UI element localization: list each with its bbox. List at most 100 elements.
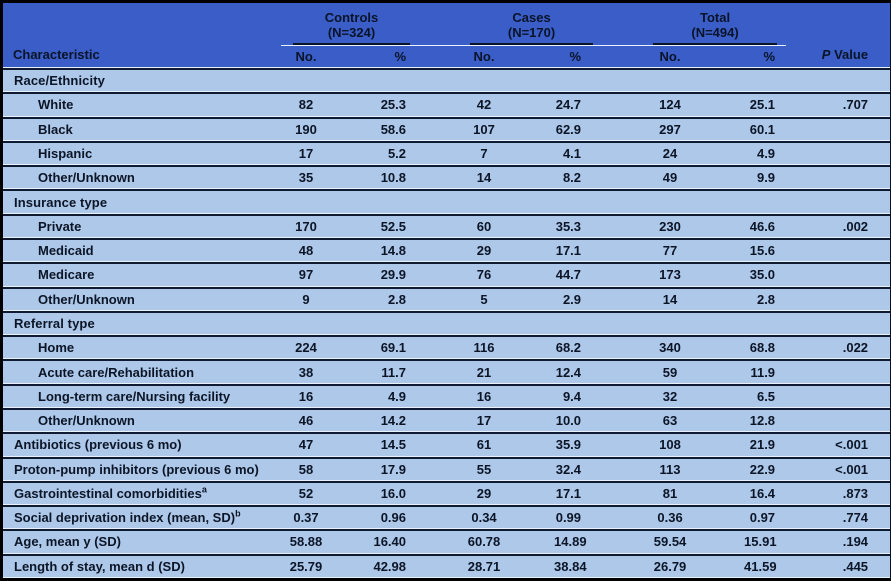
- table-row: Medicare 97 29.9 76 44.7 173 35.0: [3, 262, 891, 287]
- row-label: Referral type: [3, 310, 281, 336]
- table-row: Other/Unknown 46 14.2 17 10.0 63 12.8: [3, 407, 891, 433]
- cell-controls-no: 17: [281, 140, 331, 166]
- cell-controls-no: 25.79: [281, 553, 331, 578]
- data-table: Characteristic Controls (N=324) Cases (N…: [3, 3, 891, 578]
- cell-p-value: .774: [786, 505, 891, 530]
- cell-total-pct: 4.9: [744, 140, 787, 166]
- cell-p-value: [786, 310, 891, 336]
- cell-controls-no: 47: [281, 432, 331, 457]
- table-row: Black 190 58.6 107 62.9 297 60.1: [3, 116, 891, 141]
- footnote-marker: b: [235, 508, 241, 519]
- table-row: Other/Unknown 9 2.8 5 2.9 14 2.8: [3, 286, 891, 311]
- cell-p-value: .194: [786, 529, 891, 554]
- cell-total-no: [596, 310, 745, 336]
- cell-total-no: 0.36: [596, 505, 745, 530]
- cell-controls-pct: 17.9: [331, 456, 415, 481]
- cell-cases-pct: 62.9: [554, 116, 597, 141]
- cell-cases-pct: 68.2: [554, 335, 597, 360]
- cell-cases-pct: 8.2: [554, 165, 597, 190]
- table-row: Age, mean y (SD) 58.88 16.40 60.78 14.89 59.5…: [3, 529, 891, 554]
- cell-controls-pct: 0.96: [331, 505, 415, 530]
- cases-no-header: No.: [414, 46, 555, 68]
- table-row: Social deprivation index (mean, SD)b 0.37…: [3, 505, 891, 530]
- controls-group-header: Controls (N=324): [281, 3, 415, 46]
- cell-controls-no: 170: [281, 213, 331, 238]
- cell-total-pct: 35.0: [744, 262, 787, 287]
- cell-p-value: [786, 68, 891, 93]
- cell-cases-no: [414, 189, 555, 214]
- cell-total-no: 59: [596, 359, 745, 384]
- cell-total-no: 49: [596, 165, 745, 190]
- total-group-title: Total: [699, 10, 731, 25]
- cell-p-value: [786, 286, 891, 311]
- cell-cases-no: 14: [414, 165, 555, 190]
- table-row: Acute care/Rehabilitation 38 11.7 21 12.4 59 1…: [3, 359, 891, 384]
- cell-p-value: <.001: [786, 456, 891, 481]
- controls-group-title: Controls: [324, 10, 379, 25]
- row-label: Hispanic: [3, 140, 281, 166]
- row-label: Other/Unknown: [3, 407, 281, 433]
- cell-total-no: 81: [596, 480, 745, 506]
- group-header-row: Characteristic Controls (N=324) Cases (N…: [3, 3, 891, 68]
- cell-cases-pct: 17.1: [554, 237, 597, 263]
- controls-group-n: (N=324): [327, 25, 376, 40]
- cell-total-pct: [744, 68, 787, 93]
- total-pct-header: %: [744, 46, 787, 68]
- table-header: Characteristic Controls (N=324) Cases (N…: [3, 3, 891, 68]
- cell-cases-pct: 35.9: [554, 432, 597, 457]
- table-row: Length of stay, mean d (SD) 25.79 42.98 28.…: [3, 553, 891, 578]
- row-label: Race/Ethnicity: [3, 68, 281, 93]
- cell-total-pct: 2.8: [744, 286, 787, 311]
- cell-controls-no: 97: [281, 262, 331, 287]
- row-label: Social deprivation index (mean, SD)b: [3, 505, 281, 530]
- cell-cases-no: 17: [414, 407, 555, 433]
- row-label: Private: [3, 213, 281, 238]
- row-label: Age, mean y (SD): [3, 529, 281, 554]
- cell-p-value: [786, 407, 891, 433]
- cell-controls-no: 190: [281, 116, 331, 141]
- cell-total-no: 14: [596, 286, 745, 311]
- controls-pct-header: %: [331, 46, 415, 68]
- row-label: Gastrointestinal comorbiditiesa: [3, 480, 281, 506]
- cell-cases-pct: 10.0: [554, 407, 597, 433]
- table-row: Long-term care/Nursing facility 16 4.9 16 9.…: [3, 383, 891, 408]
- cell-controls-no: [281, 68, 331, 93]
- cell-cases-no: 61: [414, 432, 555, 457]
- cell-controls-no: 58: [281, 456, 331, 481]
- cell-controls-pct: 52.5: [331, 213, 415, 238]
- total-group-header: Total (N=494): [596, 3, 787, 46]
- cell-controls-no: [281, 189, 331, 214]
- cell-p-value: [786, 140, 891, 166]
- cell-controls-no: [281, 310, 331, 336]
- cell-cases-no: [414, 68, 555, 93]
- cell-cases-pct: 9.4: [554, 383, 597, 408]
- row-label: Insurance type: [3, 189, 281, 214]
- cell-cases-no: 0.34: [414, 505, 555, 530]
- cell-cases-no: 29: [414, 480, 555, 506]
- cell-p-value: [786, 237, 891, 263]
- cell-p-value: [786, 262, 891, 287]
- cell-controls-no: 16: [281, 383, 331, 408]
- cell-controls-no: 52: [281, 480, 331, 506]
- cell-p-value: <.001: [786, 432, 891, 457]
- cell-cases-pct: 35.3: [554, 213, 597, 238]
- cell-cases-no: 107: [414, 116, 555, 141]
- cell-total-no: [596, 68, 745, 93]
- table-row: Hispanic 17 5.2 7 4.1 24 4.9: [3, 140, 891, 166]
- cell-total-no: 63: [596, 407, 745, 433]
- cell-controls-no: 224: [281, 335, 331, 360]
- cell-controls-pct: [331, 189, 415, 214]
- cell-total-pct: [744, 310, 787, 336]
- cell-p-value: [786, 116, 891, 141]
- cell-total-no: 26.79: [596, 553, 745, 578]
- row-label: Proton-pump inhibitors (previous 6 mo): [3, 456, 281, 481]
- row-label: White: [3, 92, 281, 117]
- cell-controls-pct: 58.6: [331, 116, 415, 141]
- cell-total-no: 173: [596, 262, 745, 287]
- cell-cases-pct: 2.9: [554, 286, 597, 311]
- cell-total-pct: 68.8: [744, 335, 787, 360]
- row-label: Acute care/Rehabilitation: [3, 359, 281, 384]
- total-group-n: (N=494): [691, 25, 739, 40]
- cell-cases-no: 28.71: [414, 553, 555, 578]
- cell-cases-pct: 0.99: [554, 505, 597, 530]
